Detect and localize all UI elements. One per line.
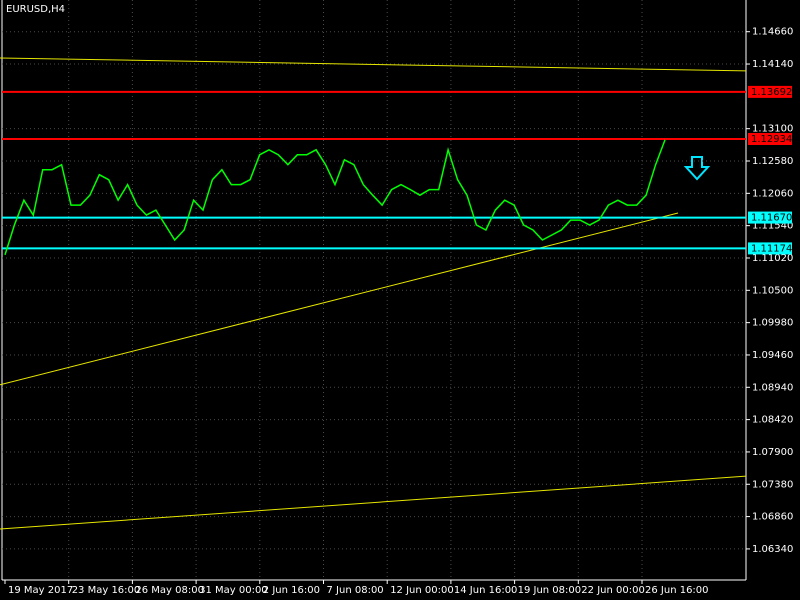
y-tick-label: 1.06340 xyxy=(752,544,793,555)
x-tick-label: 26 Jun 16:00 xyxy=(645,585,709,596)
x-tick-label: 12 Jun 00:00 xyxy=(390,585,454,596)
y-tick-label: 1.08940 xyxy=(752,382,793,393)
level-label-box xyxy=(748,242,792,255)
x-tick-label: 19 May 2017 xyxy=(8,585,73,596)
level-label: 1.11174 xyxy=(751,243,792,254)
x-tick-label: 31 May 00:00 xyxy=(199,585,268,596)
level-label: 1.13692 xyxy=(751,87,792,98)
x-tick-label: 23 May 16:00 xyxy=(72,585,141,596)
chart-title: EURUSD,H4 xyxy=(6,4,65,15)
y-tick-label: 1.13100 xyxy=(752,124,793,135)
y-tick-label: 1.14140 xyxy=(752,59,793,70)
y-tick-label: 1.06860 xyxy=(752,512,793,523)
level-label-box xyxy=(748,133,792,146)
level-label: 1.12934 xyxy=(751,134,792,145)
y-tick-label: 1.09460 xyxy=(752,350,793,361)
y-tick-label: 1.12060 xyxy=(752,188,793,199)
y-tick-label: 1.07900 xyxy=(752,447,793,458)
trendline xyxy=(0,57,747,72)
y-tick-label: 1.10500 xyxy=(752,285,793,296)
x-tick-label: 19 Jun 08:00 xyxy=(518,585,582,596)
trendline xyxy=(0,475,747,530)
sell-arrow xyxy=(683,156,711,181)
x-tick-label: 7 Jun 08:00 xyxy=(327,585,384,596)
trendline xyxy=(0,212,679,386)
y-tick-label: 1.07380 xyxy=(752,479,793,490)
y-tick-label: 1.09980 xyxy=(752,318,793,329)
level-label-box xyxy=(748,85,792,98)
x-tick-label: 2 Jun 16:00 xyxy=(263,585,320,596)
x-tick-label: 22 Jun 00:00 xyxy=(581,585,645,596)
y-tick-label: 1.08420 xyxy=(752,415,793,426)
y-tick-label: 1.11020 xyxy=(752,253,793,264)
x-tick-label: 26 May 08:00 xyxy=(135,585,204,596)
price-line xyxy=(4,139,666,256)
y-tick-label: 1.14660 xyxy=(752,27,793,38)
level-label: 1.11670 xyxy=(751,213,792,224)
y-tick-label: 1.12580 xyxy=(752,156,793,167)
level-label-box xyxy=(748,211,792,224)
y-tick-label: 1.11540 xyxy=(752,221,793,232)
x-tick-label: 14 Jun 16:00 xyxy=(454,585,518,596)
